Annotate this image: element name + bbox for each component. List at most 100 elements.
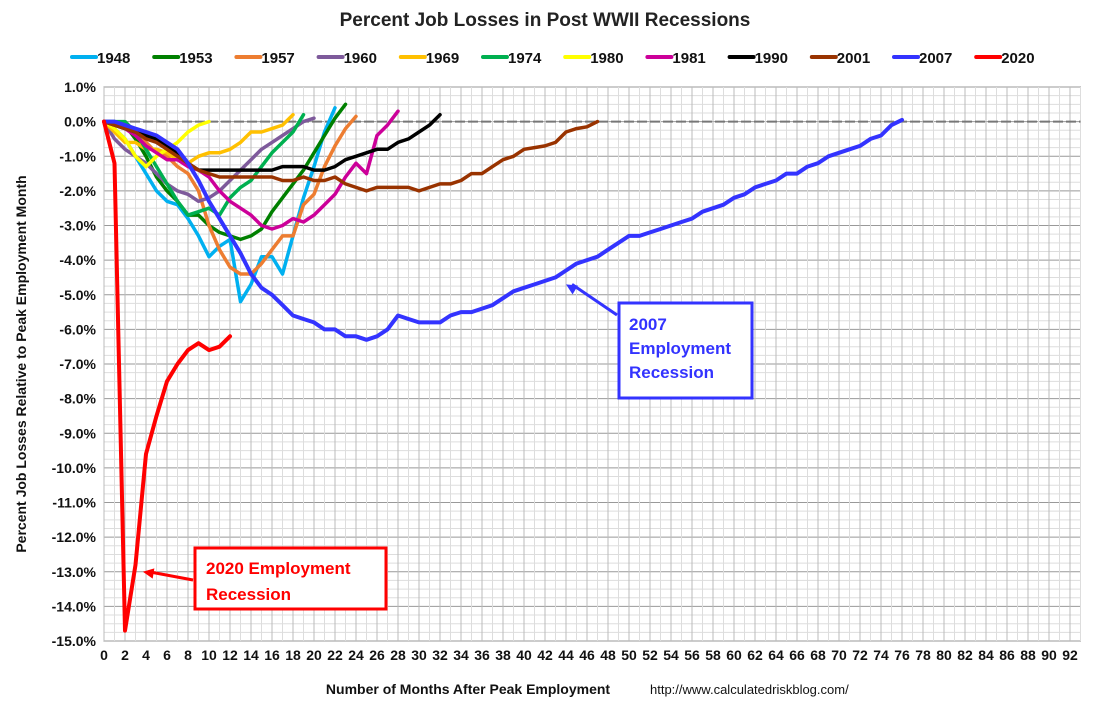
x-tick-label: 84 bbox=[978, 647, 994, 663]
y-tick-label: 1.0% bbox=[64, 79, 96, 95]
x-tick-label: 66 bbox=[789, 647, 805, 663]
y-tick-label: 0.0% bbox=[64, 114, 96, 130]
annotation-text: Recession bbox=[206, 585, 291, 604]
x-tick-label: 2 bbox=[121, 647, 129, 663]
legend: 1948 1953 1957 1960 1969 1974 1980 1981 1990 2001… bbox=[70, 50, 1035, 67]
series-line-2007 bbox=[102, 117, 904, 342]
annotation-arrow bbox=[571, 283, 618, 317]
y-tick-label: -14.0% bbox=[52, 598, 97, 614]
x-tick-label: 70 bbox=[831, 647, 847, 663]
x-tick-label: 32 bbox=[432, 647, 448, 663]
annotation-box bbox=[193, 546, 388, 611]
x-tick-label: 64 bbox=[768, 647, 784, 663]
y-tick-label: -6.0% bbox=[59, 321, 96, 337]
x-tick-label: 12 bbox=[222, 647, 238, 663]
series-line-1990 bbox=[102, 112, 442, 172]
x-tick-label: 8 bbox=[184, 647, 192, 663]
legend-label-1953: 1953 bbox=[179, 50, 212, 67]
x-tick-label: 68 bbox=[810, 647, 826, 663]
legend-label-2001: 2001 bbox=[837, 50, 870, 67]
y-tick-label: -7.0% bbox=[59, 356, 96, 372]
x-tick-label: 0 bbox=[100, 647, 108, 663]
y-axis-ticks: 1.0% 0.0% -1.0% -2.0% -3.0% -4.0% -5.0% -6.0% -7… bbox=[52, 79, 97, 649]
legend-label-2007: 2007 bbox=[919, 50, 952, 67]
x-tick-label: 82 bbox=[957, 647, 973, 663]
y-tick-label: -10.0% bbox=[52, 460, 97, 476]
x-tick-label: 22 bbox=[327, 647, 343, 663]
legend-label-1981: 1981 bbox=[672, 50, 705, 67]
x-tick-label: 14 bbox=[243, 647, 259, 663]
x-axis-ticks: 0 2 4 6 8 10 12 14 16 18 20 22 24 26 28 30 32 34 36 38 40 42 4… bbox=[100, 647, 1078, 663]
annotations: 2007 Employment Recession 2020 Employment Re… bbox=[142, 283, 754, 611]
x-tick-label: 58 bbox=[705, 647, 721, 663]
x-tick-label: 20 bbox=[306, 647, 322, 663]
chart-title: Percent Job Losses in Post WWII Recessio… bbox=[340, 10, 751, 31]
x-tick-label: 54 bbox=[663, 647, 679, 663]
legend-label-1990: 1990 bbox=[755, 50, 788, 67]
y-tick-label: -1.0% bbox=[59, 148, 96, 164]
x-tick-label: 16 bbox=[264, 647, 280, 663]
x-tick-label: 28 bbox=[390, 647, 406, 663]
annotation-arrow bbox=[148, 570, 194, 582]
y-tick-label: -2.0% bbox=[59, 183, 96, 199]
annotation-text: Employment bbox=[629, 339, 731, 358]
x-tick-label: 44 bbox=[558, 647, 574, 663]
legend-label-1960: 1960 bbox=[344, 50, 377, 67]
x-tick-label: 34 bbox=[453, 647, 469, 663]
legend-label-1980: 1980 bbox=[590, 50, 623, 67]
x-tick-label: 86 bbox=[999, 647, 1015, 663]
annotation-1: 2020 Employment Recession bbox=[142, 546, 388, 611]
x-tick-label: 88 bbox=[1020, 647, 1036, 663]
legend-label-1948: 1948 bbox=[97, 50, 130, 67]
x-tick-label: 52 bbox=[642, 647, 658, 663]
y-tick-label: -4.0% bbox=[59, 252, 96, 268]
x-tick-label: 6 bbox=[163, 647, 171, 663]
y-axis-label: Percent Job Losses Relative to Peak Empl… bbox=[13, 175, 29, 552]
x-tick-label: 60 bbox=[726, 647, 742, 663]
x-axis-label: Number of Months After Peak Employment bbox=[326, 681, 611, 697]
series-line-1957 bbox=[102, 114, 358, 276]
legend-label-2020: 2020 bbox=[1001, 50, 1034, 67]
y-tick-label: -3.0% bbox=[59, 218, 96, 234]
y-tick-label: -11.0% bbox=[52, 495, 96, 511]
y-tick-label: -8.0% bbox=[59, 391, 96, 407]
annotation-text: 2020 Employment bbox=[206, 559, 351, 578]
series-line-1981 bbox=[102, 109, 400, 231]
arrowhead-icon bbox=[142, 568, 155, 579]
x-tick-label: 10 bbox=[201, 647, 217, 663]
x-tick-label: 42 bbox=[537, 647, 553, 663]
x-tick-label: 80 bbox=[936, 647, 952, 663]
y-tick-label: -15.0% bbox=[52, 633, 97, 649]
annotation-text: Recession bbox=[629, 363, 714, 382]
y-tick-label: -13.0% bbox=[52, 564, 97, 580]
x-tick-label: 4 bbox=[142, 647, 150, 663]
annotation-text: 2007 bbox=[629, 315, 667, 334]
legend-label-1957: 1957 bbox=[261, 50, 294, 67]
x-tick-label: 48 bbox=[600, 647, 616, 663]
series-line-1969 bbox=[102, 112, 295, 165]
source-url: http://www.calculatedriskblog.com/ bbox=[650, 682, 849, 697]
x-tick-label: 50 bbox=[621, 647, 637, 663]
x-tick-label: 92 bbox=[1062, 647, 1078, 663]
x-tick-label: 72 bbox=[852, 647, 868, 663]
annotation-box bbox=[617, 301, 754, 400]
series-line-1980 bbox=[102, 119, 211, 169]
y-tick-label: -12.0% bbox=[52, 529, 97, 545]
series-line-2020 bbox=[102, 119, 232, 633]
x-tick-label: 74 bbox=[873, 647, 889, 663]
y-tick-label: -5.0% bbox=[59, 287, 96, 303]
x-tick-label: 18 bbox=[285, 647, 301, 663]
x-tick-label: 30 bbox=[411, 647, 427, 663]
x-tick-label: 62 bbox=[747, 647, 763, 663]
x-tick-label: 38 bbox=[495, 647, 511, 663]
legend-label-1974: 1974 bbox=[508, 50, 542, 67]
series-lines bbox=[102, 102, 904, 633]
x-tick-label: 40 bbox=[516, 647, 532, 663]
y-tick-label: -9.0% bbox=[59, 425, 96, 441]
x-tick-label: 90 bbox=[1041, 647, 1057, 663]
x-tick-label: 76 bbox=[894, 647, 910, 663]
x-tick-label: 56 bbox=[684, 647, 700, 663]
x-tick-label: 36 bbox=[474, 647, 490, 663]
x-tick-label: 26 bbox=[369, 647, 385, 663]
